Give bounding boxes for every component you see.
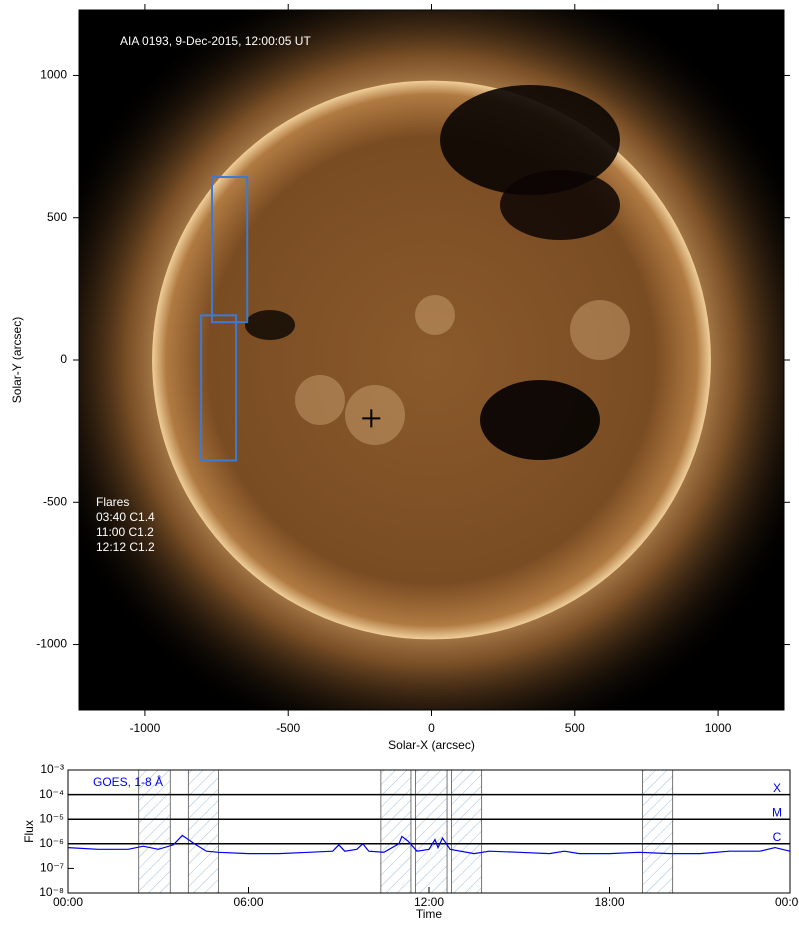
y-axis-label: Flux xyxy=(22,820,36,843)
active-region xyxy=(295,375,345,425)
flux-line xyxy=(67,834,791,855)
x-tick-label: -1000 xyxy=(130,721,161,735)
flare-interval xyxy=(451,769,483,894)
position-marker xyxy=(362,409,381,428)
annotation: 11:00 C1.2 xyxy=(96,525,154,539)
x-tick-label: 1000 xyxy=(705,721,732,735)
active-region xyxy=(570,300,630,360)
image-title: AIA 0193, 9-Dec-2015, 12:00:05 UT xyxy=(120,34,311,48)
x-tick-label: 18:00 xyxy=(594,895,624,909)
y-tick-label: -500 xyxy=(43,494,67,508)
y-tick-label: 10⁻⁴ xyxy=(39,787,64,801)
flare-interval xyxy=(187,769,219,894)
flare-interval xyxy=(380,769,412,894)
y-tick-label: 10⁻⁸ xyxy=(39,885,64,899)
y-tick-label: 500 xyxy=(47,210,67,224)
y-tick-label: 10⁻⁵ xyxy=(39,811,64,825)
x-axis-label: Time xyxy=(416,907,443,921)
y-tick-label: 10⁻⁶ xyxy=(39,836,64,850)
coronal-hole xyxy=(440,85,620,195)
y-tick-label: -1000 xyxy=(36,637,67,651)
flare-interval xyxy=(642,769,674,894)
x-tick-label: -500 xyxy=(276,721,300,735)
y-tick-label: 0 xyxy=(60,352,67,366)
y-tick-label: 10⁻³ xyxy=(40,762,64,776)
x-tick-label: 12:00 xyxy=(414,895,444,909)
coronal-hole xyxy=(500,170,620,240)
annotation: Flares xyxy=(96,495,129,509)
x-axis-label: Solar-X (arcsec) xyxy=(388,738,475,752)
region-box xyxy=(210,176,249,324)
y-axis-label: Solar-Y (arcsec) xyxy=(10,317,24,403)
y-tick-label: 10⁻⁷ xyxy=(40,861,64,875)
active-region xyxy=(415,295,455,335)
x-tick-label: 00:00 xyxy=(53,895,83,909)
annotation: 12:12 C1.2 xyxy=(96,540,155,554)
class-level-label: C xyxy=(773,830,782,844)
coronal-hole xyxy=(480,380,600,460)
class-level-label: M xyxy=(772,805,782,819)
y-tick-label: 1000 xyxy=(40,68,67,82)
region-box xyxy=(200,314,238,462)
x-tick-label: 0 xyxy=(428,721,435,735)
x-tick-label: 500 xyxy=(565,721,585,735)
coronal-hole xyxy=(245,310,295,340)
annotation: 03:40 C1.4 xyxy=(96,510,155,524)
x-tick-label: 00:00 xyxy=(775,895,799,909)
class-level-label: X xyxy=(773,781,781,795)
legend-label: GOES, 1-8 Å xyxy=(93,774,163,789)
image-area xyxy=(79,10,784,710)
x-tick-label: 06:00 xyxy=(233,895,263,909)
active-region xyxy=(345,385,405,445)
flare-interval xyxy=(415,769,448,894)
